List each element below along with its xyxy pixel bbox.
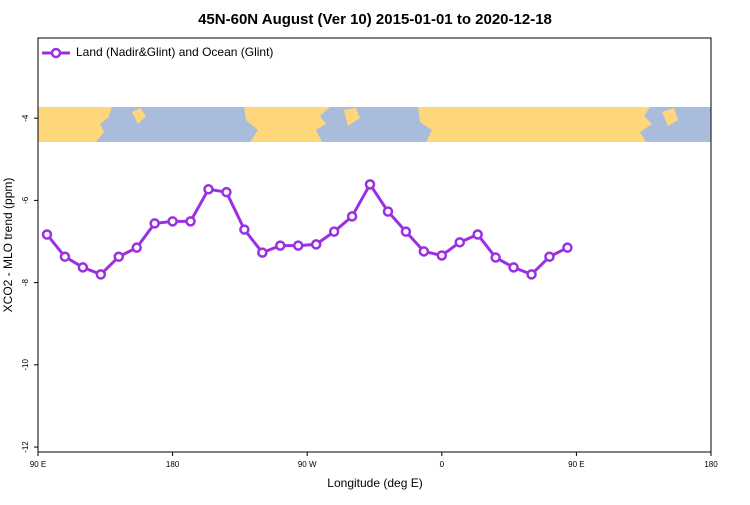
data-point <box>59 251 71 262</box>
y-tick-label: -4 <box>21 114 30 122</box>
data-point <box>257 247 268 258</box>
x-tick-label: 90 E <box>568 460 584 469</box>
data-point <box>400 226 412 237</box>
data-point <box>275 240 286 251</box>
data-point <box>508 262 519 273</box>
data-point <box>310 239 322 250</box>
data-point <box>328 226 340 237</box>
data-point <box>77 262 89 273</box>
data-point <box>292 240 304 251</box>
legend-label: Land (Nadir&Glint) and Ocean (Glint) <box>76 45 273 59</box>
data-point <box>346 211 358 222</box>
data-point <box>185 216 196 227</box>
series-line <box>45 181 569 277</box>
map-band <box>38 107 711 142</box>
data-point <box>149 218 160 229</box>
y-tick-label: -12 <box>21 441 30 453</box>
data-point <box>418 246 430 257</box>
data-point <box>239 224 250 235</box>
data-point <box>490 252 501 263</box>
data-point <box>95 269 107 280</box>
data-point <box>221 186 232 198</box>
data-point <box>167 216 178 227</box>
y-tick-label: -6 <box>21 196 30 204</box>
x-tick-label: 180 <box>704 460 718 469</box>
chart-title: 45N-60N August (Ver 10) 2015-01-01 to 20… <box>198 11 552 28</box>
plot-frame <box>37 37 712 453</box>
x-tick-label: 180 <box>166 460 180 469</box>
data-point <box>544 251 555 262</box>
data-point <box>41 229 53 240</box>
data-point <box>454 237 465 248</box>
data-point <box>436 250 448 261</box>
x-tick-label: 0 <box>440 460 445 469</box>
legend: Land (Nadir&Glint) and Ocean (Glint) <box>42 45 273 59</box>
legend-marker <box>50 47 62 59</box>
y-axis-label: XCO2 - MLO trend (ppm) <box>1 178 15 313</box>
data-point <box>203 184 214 195</box>
x-tick-label: 90 W <box>298 460 317 469</box>
data-point <box>526 269 537 280</box>
data-point <box>131 242 142 253</box>
data-point <box>364 179 376 190</box>
y-tick-label: -8 <box>21 279 30 287</box>
data-point <box>113 251 125 262</box>
y-tick-label: -10 <box>21 359 30 371</box>
data-point <box>472 229 483 240</box>
data-point <box>562 242 573 253</box>
x-tick-label: 90 E <box>30 460 46 469</box>
x-axis-label: Longitude (deg E) <box>327 476 422 490</box>
data-point <box>382 206 394 217</box>
